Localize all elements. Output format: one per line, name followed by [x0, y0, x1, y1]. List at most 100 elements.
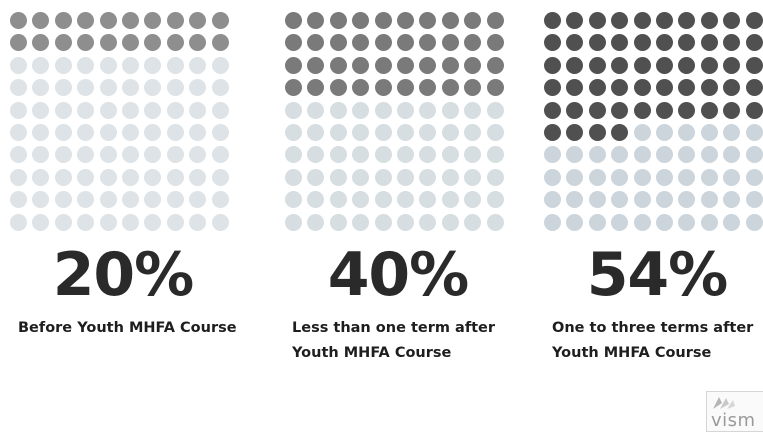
waffle-dot-empty: [352, 124, 370, 141]
waffle-dot-filled: [285, 79, 302, 97]
waffle-dot-filled: [611, 12, 629, 29]
waffle-dot-empty: [144, 124, 162, 141]
waffle-dot-empty: [54, 79, 72, 97]
waffle-dot-filled: [656, 12, 673, 29]
waffle-dot-empty: [656, 213, 673, 231]
waffle-dot-filled: [566, 101, 584, 119]
waffle-dot-empty: [329, 124, 347, 141]
waffle-dot-empty: [588, 146, 606, 164]
waffle-dot-empty: [122, 191, 139, 209]
waffle-dot-empty: [544, 146, 561, 164]
waffle-dot-empty: [723, 168, 741, 186]
waffle-dot-empty: [486, 168, 504, 186]
waffle-dot-filled: [611, 34, 629, 52]
waffle-dot-filled: [486, 79, 504, 97]
waffle-dot-empty: [700, 191, 718, 209]
waffle-dot-empty: [166, 79, 184, 97]
waffle-dot-filled: [544, 56, 561, 74]
waffle-dot-empty: [307, 124, 325, 141]
waffle-dot-filled: [656, 56, 673, 74]
waffle-dot-filled: [700, 34, 718, 52]
waffle-dot-empty: [566, 213, 584, 231]
waffle-dot-filled: [329, 12, 347, 29]
waffle-dot-filled: [419, 12, 437, 29]
waffle-dot-empty: [352, 213, 370, 231]
waffle-dot-empty: [189, 124, 207, 141]
waffle-dot-empty: [285, 168, 302, 186]
waffle-dot-empty: [122, 168, 139, 186]
waffle-dot-empty: [441, 101, 459, 119]
waffle-dot-empty: [486, 191, 504, 209]
waffle-dot-empty: [633, 124, 651, 141]
waffle-dot-filled: [678, 101, 696, 119]
caption-line: Less than one term after: [292, 320, 496, 336]
waffle-dot-empty: [633, 146, 651, 164]
waffle-dot-empty: [745, 213, 763, 231]
waffle-dot-empty: [144, 168, 162, 186]
waffle-dot-filled: [723, 34, 741, 52]
waffle-dot-empty: [611, 168, 629, 186]
waffle-dot-empty: [633, 213, 651, 231]
waffle-dot-empty: [374, 146, 392, 164]
waffle-grid: [10, 12, 236, 238]
waffle-dot-empty: [189, 146, 207, 164]
waffle-dot-filled: [441, 34, 459, 52]
waffle-dot-filled: [678, 34, 696, 52]
waffle-dot-filled: [745, 101, 763, 119]
waffle-dot-empty: [329, 168, 347, 186]
waffle-dot-empty: [678, 213, 696, 231]
percentage-label: 20%: [52, 240, 195, 310]
waffle-dot-empty: [374, 168, 392, 186]
waffle-dot-empty: [10, 146, 27, 164]
waffle-dot-empty: [441, 213, 459, 231]
waffle-dot-empty: [166, 124, 184, 141]
waffle-dot-empty: [397, 146, 414, 164]
caption-line: Youth MHFA Course: [292, 345, 452, 361]
waffle-dot-filled: [307, 12, 325, 29]
waffle-dot-filled: [723, 79, 741, 97]
waffle-dot-empty: [144, 146, 162, 164]
waffle-dot-empty: [122, 213, 139, 231]
waffle-dot-empty: [77, 191, 95, 209]
waffle-dot-empty: [419, 191, 437, 209]
waffle-dot-filled: [397, 12, 414, 29]
waffle-dot-empty: [656, 191, 673, 209]
waffle-dot-empty: [656, 124, 673, 141]
waffle-dot-empty: [211, 168, 229, 186]
waffle-dot-empty: [397, 191, 414, 209]
waffle-dot-filled: [700, 12, 718, 29]
waffle-dot-empty: [352, 191, 370, 209]
waffle-dot-empty: [285, 191, 302, 209]
waffle-dot-empty: [285, 124, 302, 141]
waffle-dot-empty: [77, 124, 95, 141]
waffle-dot-empty: [77, 79, 95, 97]
waffle-dot-filled: [611, 79, 629, 97]
waffle-dot-empty: [77, 213, 95, 231]
waffle-dot-filled: [32, 34, 50, 52]
waffle-dot-filled: [544, 12, 561, 29]
waffle-dot-empty: [745, 191, 763, 209]
waffle-dot-empty: [211, 146, 229, 164]
waffle-dot-filled: [723, 101, 741, 119]
waffle-dot-filled: [77, 34, 95, 52]
waffle-dot-empty: [678, 124, 696, 141]
waffle-dot-filled: [329, 34, 347, 52]
waffle-dot-filled: [122, 12, 139, 29]
waffle-dot-filled: [678, 12, 696, 29]
waffle-dot-empty: [99, 56, 117, 74]
waffle-dot-filled: [189, 34, 207, 52]
waffle-dot-empty: [588, 191, 606, 209]
waffle-dot-filled: [352, 79, 370, 97]
waffle-dot-filled: [486, 34, 504, 52]
waffle-dot-filled: [211, 34, 229, 52]
waffle-dot-filled: [544, 79, 561, 97]
waffle-dot-empty: [700, 168, 718, 186]
waffle-dot-empty: [99, 146, 117, 164]
visme-logo[interactable]: vism: [706, 391, 763, 432]
waffle-dot-empty: [544, 168, 561, 186]
waffle-dot-empty: [329, 191, 347, 209]
waffle-dot-filled: [588, 124, 606, 141]
waffle-dot-empty: [397, 213, 414, 231]
waffle-dot-filled: [374, 12, 392, 29]
waffle-dot-empty: [745, 146, 763, 164]
